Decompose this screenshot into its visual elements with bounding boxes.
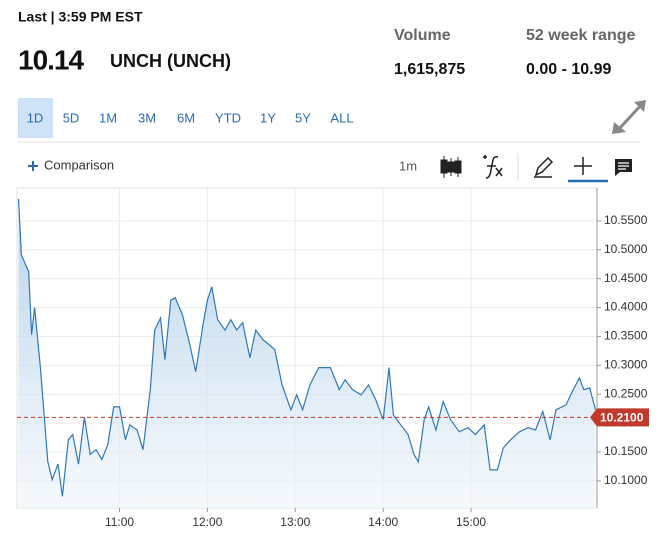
range-button[interactable]: 6M <box>177 110 195 125</box>
y-tick-label: 10.3500 <box>604 329 648 343</box>
range-active-bg <box>18 98 53 138</box>
comment-icon[interactable] <box>615 159 632 176</box>
range-label: 6M <box>177 110 195 125</box>
range-button[interactable]: YTD <box>215 110 241 125</box>
x-tick-label: 15:00 <box>456 515 486 529</box>
x-tick-label: 12:00 <box>192 515 222 529</box>
range-label: 5D <box>63 110 80 125</box>
reference-label: 10.2100 <box>600 410 644 424</box>
indicator-icon[interactable] <box>483 155 503 179</box>
y-tick-label: 10.2500 <box>604 386 648 400</box>
range-button[interactable]: 5D <box>63 110 80 125</box>
expand-icon[interactable] <box>612 100 646 134</box>
x-tick-label: 11:00 <box>105 515 134 529</box>
comparison-label: Comparison <box>44 157 114 172</box>
range-label: 3M <box>138 110 156 125</box>
comparison-button[interactable]: Comparison <box>28 157 114 172</box>
range-button[interactable]: 1M <box>99 110 117 125</box>
interval[interactable]: 1m <box>399 158 417 173</box>
range-label: 1M <box>99 110 117 125</box>
plot: 10.100010.150010.200010.250010.300010.35… <box>16 187 649 529</box>
candle-icon[interactable] <box>440 156 462 178</box>
y-tick-label: 10.4000 <box>604 300 648 314</box>
x-tick-label: 14:00 <box>368 515 398 529</box>
symbol-name: UNCH (UNCH) <box>110 51 231 71</box>
range-label: ALL <box>330 110 353 125</box>
draw-icon[interactable] <box>534 156 554 178</box>
y-tick-label: 10.3000 <box>604 358 648 372</box>
y-tick-label: 10.4500 <box>604 271 648 285</box>
reference-tag <box>590 408 649 427</box>
last-time: Last | 3:59 PM EST <box>18 9 143 25</box>
range-label: 1Y <box>260 110 276 125</box>
crosshair-icon[interactable] <box>568 157 608 183</box>
range-button[interactable]: 3M <box>138 110 156 125</box>
range-label: 5Y <box>295 110 311 125</box>
stat-label: Volume <box>394 27 451 44</box>
stat-value: 1,615,875 <box>394 61 465 78</box>
range-label: 1D <box>27 110 44 125</box>
range-button[interactable]: 5Y <box>295 110 311 125</box>
area <box>18 199 596 508</box>
y-tick-label: 10.5500 <box>604 213 648 227</box>
range-button[interactable]: 1D <box>18 98 53 138</box>
price: 10.14 <box>18 44 84 75</box>
y-tick-label: 10.1000 <box>604 473 648 487</box>
stat-label: 52 week range <box>526 27 636 44</box>
x-tick-label: 13:00 <box>280 515 310 529</box>
stat-value: 0.00 - 10.99 <box>526 61 612 78</box>
y-tick-label: 10.1500 <box>604 444 648 458</box>
range-button[interactable]: ALL <box>330 110 353 125</box>
range-label: YTD <box>215 110 241 125</box>
range-bar: 1D 5D 1M 3M 6M YTD 1Y 5Y ALL <box>18 98 354 138</box>
y-tick-label: 10.5000 <box>604 242 648 256</box>
price-line <box>17 198 597 497</box>
range-button[interactable]: 1Y <box>260 110 276 125</box>
